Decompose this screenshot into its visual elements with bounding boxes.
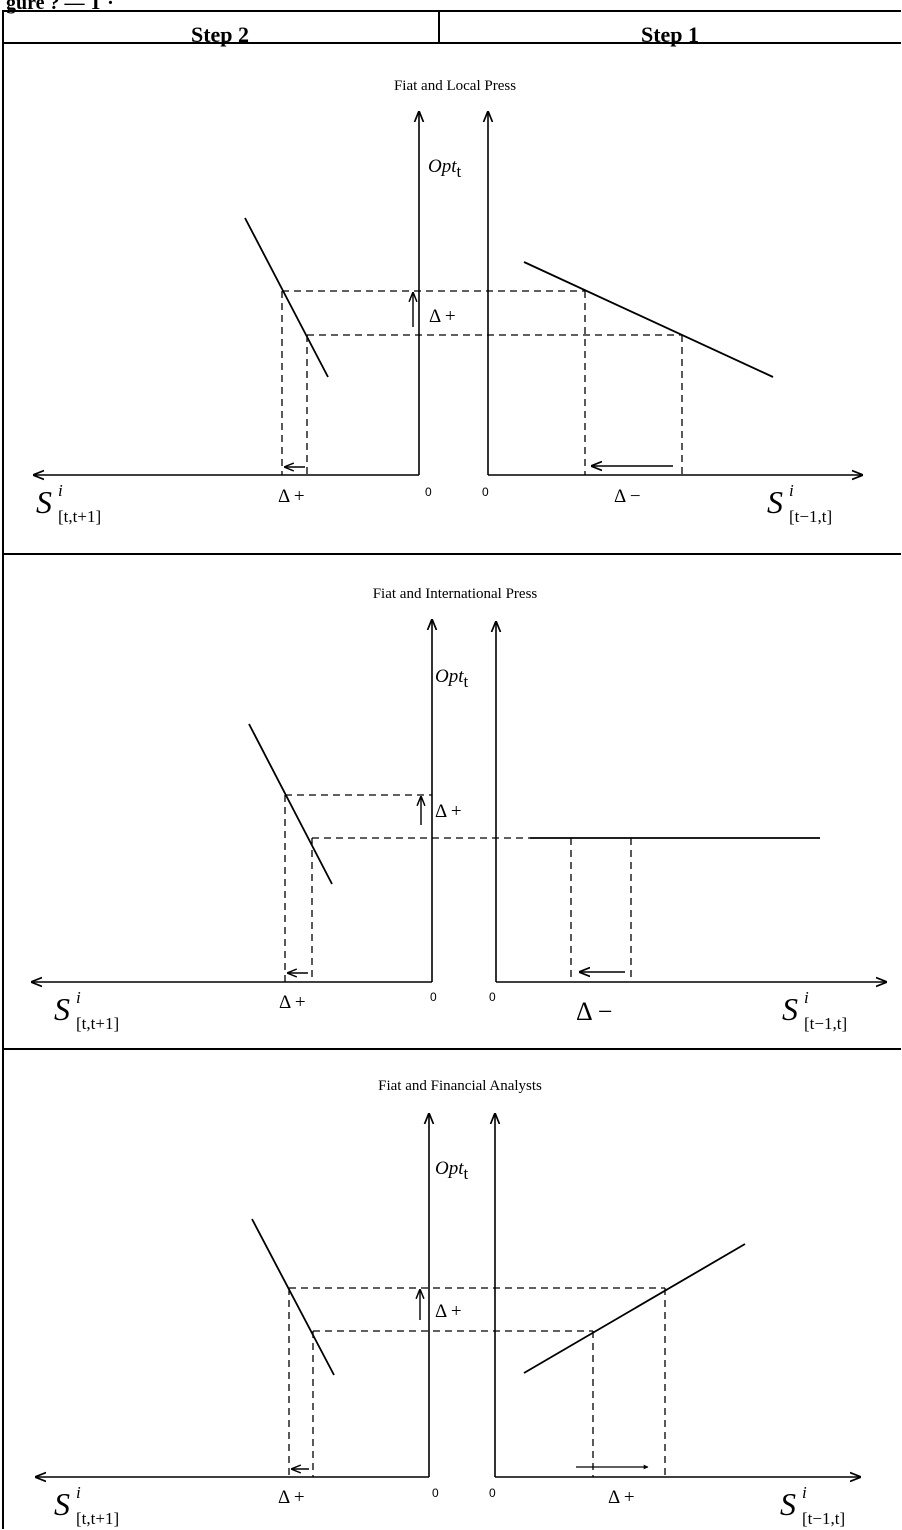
row-divider-2 [2,1048,901,1050]
step1-origin-label: 0 [489,990,496,1004]
svg-text:[t−1,t]: [t−1,t] [804,1014,847,1033]
step2-origin-label: 0 [430,990,437,1004]
svg-text:i: i [76,1483,81,1502]
svg-text:[t,t+1]: [t,t+1] [76,1014,119,1033]
step1-delta-label: Δ − [576,997,612,1026]
step2-x-axis-label: S i [t,t+1] [36,481,101,526]
svg-text:S: S [780,1486,796,1522]
step1-curve [523,261,774,378]
opt-axis-label: Optt [435,666,469,691]
step2-delta-label: Δ + [279,992,306,1013]
opt-delta-label: Δ + [435,801,462,822]
svg-text:i: i [802,1483,807,1502]
dashed-guides [288,1287,666,1477]
step2-delta-label: Δ + [278,486,305,507]
step2-curve [248,723,333,885]
svg-text:S: S [54,991,70,1027]
svg-text:i: i [58,481,63,500]
svg-text:S: S [36,484,52,520]
dashed-guides [284,794,632,982]
row-divider-1 [2,553,901,555]
panel-financial-analysts: Fiat and Financial Analysts Δ + Δ + Δ + … [2,1078,901,1528]
table-top-border [2,10,901,12]
table-left-border [2,10,4,1529]
step1-origin-label: 0 [482,485,489,499]
svg-text:[t−1,t]: [t−1,t] [802,1509,845,1528]
step2-curve [244,217,329,378]
svg-text:S: S [54,1486,70,1522]
svg-text:S: S [782,991,798,1027]
step1-curve [523,1243,746,1374]
step1-delta-label: Δ − [614,486,641,507]
panel-local-press: Fiat and Local Press Δ + Δ + Δ − 0 0 Opt… [2,78,901,526]
header-step-2: Step 2 [190,22,250,47]
step2-delta-label: Δ + [278,1487,305,1508]
opt-delta-label: Δ + [435,1301,462,1322]
dashed-guides [281,290,683,475]
step1-x-axis-label: S i [t−1,t] [780,1483,845,1528]
panel-title: Fiat and Financial Analysts [378,1078,542,1094]
step1-origin-label: 0 [489,1486,496,1500]
step2-curve [251,1218,335,1376]
svg-text:S: S [767,484,783,520]
header-divider [2,42,901,44]
step1-x-axis-label: S i [t−1,t] [782,988,847,1033]
svg-text:i: i [804,988,809,1007]
panel-international-press: Fiat and International Press Δ + Δ + Δ −… [2,586,901,1033]
svg-text:i: i [789,481,794,500]
step2-x-axis-label: S i [t,t+1] [54,988,119,1033]
step1-x-axis-label: S i [t−1,t] [767,481,832,526]
svg-text:[t,t+1]: [t,t+1] [76,1509,119,1528]
header-step-1: Step 1 [640,22,700,47]
svg-text:[t−1,t]: [t−1,t] [789,507,832,526]
opt-axis-label: Optt [435,1158,469,1183]
panel-title: Fiat and International Press [373,586,538,602]
step2-origin-label: 0 [425,485,432,499]
svg-text:[t,t+1]: [t,t+1] [58,507,101,526]
step2-x-axis-label: S i [t,t+1] [54,1483,119,1528]
panel-title: Fiat and Local Press [394,78,516,94]
opt-axis-label: Optt [428,156,462,181]
header-column-divider [438,10,440,42]
svg-text:i: i [76,988,81,1007]
figure-table: Step 2 Step 1 [2,10,901,1529]
opt-delta-label: Δ + [429,306,456,327]
step1-delta-label: Δ + [608,1487,635,1508]
step2-origin-label: 0 [432,1486,439,1500]
